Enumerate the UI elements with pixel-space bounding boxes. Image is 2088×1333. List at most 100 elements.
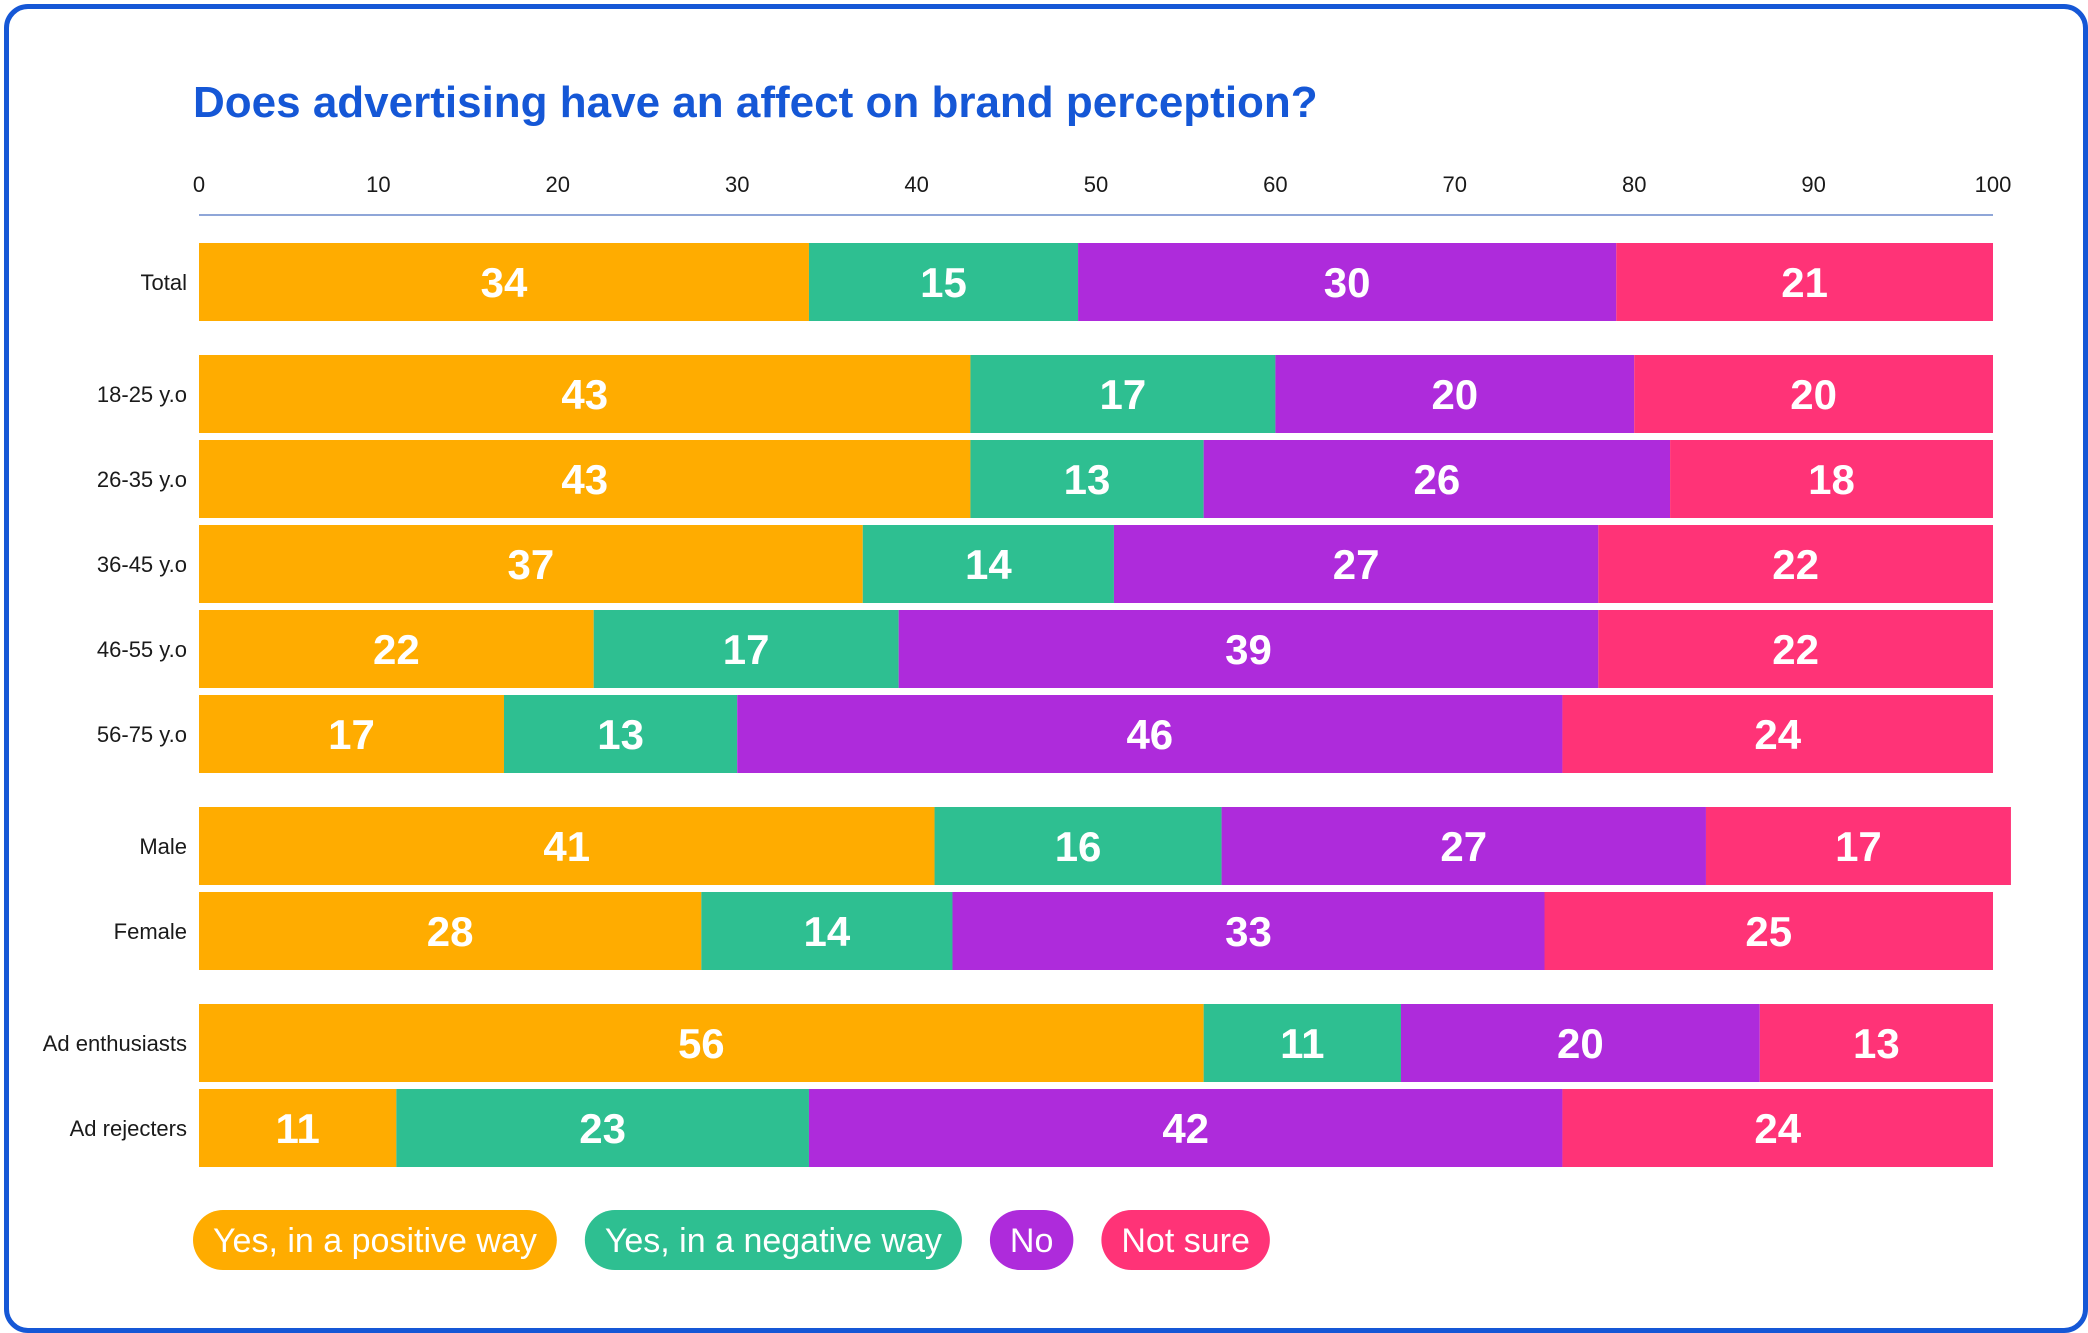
data-label: 28 xyxy=(427,908,474,955)
data-label: 16 xyxy=(1055,823,1102,870)
bar-segment xyxy=(199,243,809,321)
legend-swatch xyxy=(989,1210,1074,1270)
bar-segment xyxy=(970,440,1204,518)
bar-segment xyxy=(199,525,863,603)
bar-segment xyxy=(1221,807,1706,885)
bar-segment xyxy=(503,695,738,773)
x-tick-label: 50 xyxy=(1084,172,1108,197)
bar-segment xyxy=(199,355,971,433)
x-tick-label: 20 xyxy=(546,172,570,197)
data-label: 21 xyxy=(1781,259,1828,306)
data-label: 56 xyxy=(678,1020,725,1067)
x-tick-label: 80 xyxy=(1622,172,1646,197)
bar-segment xyxy=(1544,892,1993,970)
bar-segment xyxy=(1275,355,1635,433)
bar-segment xyxy=(593,610,899,688)
x-tick-label: 90 xyxy=(1801,172,1825,197)
bar-segment xyxy=(701,892,953,970)
data-label: 14 xyxy=(965,541,1012,588)
x-tick-label: 30 xyxy=(725,172,749,197)
bar-segment xyxy=(199,807,935,885)
bar-segment xyxy=(199,892,702,970)
x-tick-label: 100 xyxy=(1975,172,2012,197)
bar-segment xyxy=(1562,1089,1993,1167)
bar-segment xyxy=(199,440,971,518)
bar-row: 56-75 y.o 17 13 46 24 xyxy=(97,695,1993,773)
bar-segment xyxy=(1670,440,1993,518)
data-label: 11 xyxy=(275,1105,319,1152)
bar-segment xyxy=(1078,243,1617,321)
bar-segment xyxy=(808,1089,1563,1167)
data-label: 22 xyxy=(1772,541,1819,588)
bar-segment xyxy=(1203,1004,1401,1082)
data-label: 17 xyxy=(1835,823,1882,870)
bar-segment xyxy=(1562,695,1993,773)
bar-segment xyxy=(1705,807,2011,885)
data-label: 24 xyxy=(1754,711,1801,758)
bar-segment xyxy=(862,525,1114,603)
legend-label: Yes, in a positive way xyxy=(213,1222,537,1260)
legend-swatch xyxy=(584,1210,962,1270)
bar-segment xyxy=(898,610,1599,688)
data-label: 27 xyxy=(1440,823,1487,870)
bar-segment xyxy=(1400,1004,1760,1082)
category-label: Female xyxy=(114,919,187,944)
data-label: 13 xyxy=(1064,456,1111,503)
x-tick-label: 0 xyxy=(193,172,205,197)
data-label: 13 xyxy=(1853,1020,1900,1067)
bar-segment xyxy=(808,243,1079,321)
data-label: 17 xyxy=(723,626,770,673)
legend-item: No xyxy=(989,1210,1074,1270)
x-tick-label: 60 xyxy=(1263,172,1287,197)
legend-item: Yes, in a positive way xyxy=(193,1210,557,1270)
legend: Yes, in a positive way Yes, in a negative… xyxy=(193,1210,1270,1270)
data-label: 33 xyxy=(1225,908,1272,955)
legend-swatch xyxy=(1101,1210,1270,1270)
data-label: 14 xyxy=(804,908,851,955)
bar-segment xyxy=(199,1004,1204,1082)
category-label: 18-25 y.o xyxy=(97,382,187,407)
data-label: 11 xyxy=(1280,1020,1324,1067)
category-label: Total xyxy=(141,270,187,295)
category-label: 26-35 y.o xyxy=(97,467,187,492)
data-label: 30 xyxy=(1324,259,1371,306)
bar-segment xyxy=(1113,525,1599,603)
bar-rows: Total 34 15 30 21 18-25 y.o 43 17 20 20 26-35 y.o 4… xyxy=(43,243,2011,1167)
bar-segment xyxy=(199,695,504,773)
bar-segment xyxy=(952,892,1545,970)
legend-label: Yes, in a negative way xyxy=(605,1222,942,1260)
data-label: 22 xyxy=(373,626,420,673)
bar-segment xyxy=(1203,440,1671,518)
bar-row: Ad rejecters 11 23 42 24 xyxy=(70,1089,1993,1167)
data-label: 25 xyxy=(1745,908,1792,955)
bar-segment xyxy=(1634,355,1993,433)
bar-segment xyxy=(934,807,1222,885)
data-label: 42 xyxy=(1162,1105,1209,1152)
bar-segment xyxy=(1616,243,1993,321)
bar-row: 18-25 y.o 43 17 20 20 xyxy=(97,355,1993,433)
bar-row: Total 34 15 30 21 xyxy=(141,243,1993,321)
data-label: 17 xyxy=(1100,371,1147,418)
bar-row: Ad enthusiasts 56 11 20 13 xyxy=(43,1004,1993,1082)
x-axis-ticks: 0 10 20 30 40 50 60 70 80 90 100 xyxy=(193,172,2011,197)
legend-item: Not sure xyxy=(1101,1210,1270,1270)
data-label: 20 xyxy=(1431,371,1478,418)
category-label: Ad enthusiasts xyxy=(43,1031,187,1056)
data-label: 24 xyxy=(1754,1105,1801,1152)
data-label: 23 xyxy=(579,1105,626,1152)
bar-segment xyxy=(970,355,1276,433)
category-label: 46-55 y.o xyxy=(97,637,187,662)
x-tick-label: 10 xyxy=(366,172,390,197)
category-label: Ad rejecters xyxy=(70,1116,187,1141)
data-label: 18 xyxy=(1808,456,1855,503)
bar-segment xyxy=(199,1089,397,1167)
bar-segment xyxy=(737,695,1563,773)
data-label: 46 xyxy=(1126,711,1173,758)
category-label: Male xyxy=(139,834,187,859)
data-label: 34 xyxy=(481,259,528,306)
bar-row: Female 28 14 33 25 xyxy=(114,892,1993,970)
data-label: 27 xyxy=(1333,541,1380,588)
data-label: 15 xyxy=(920,259,967,306)
category-label: 36-45 y.o xyxy=(97,552,187,577)
